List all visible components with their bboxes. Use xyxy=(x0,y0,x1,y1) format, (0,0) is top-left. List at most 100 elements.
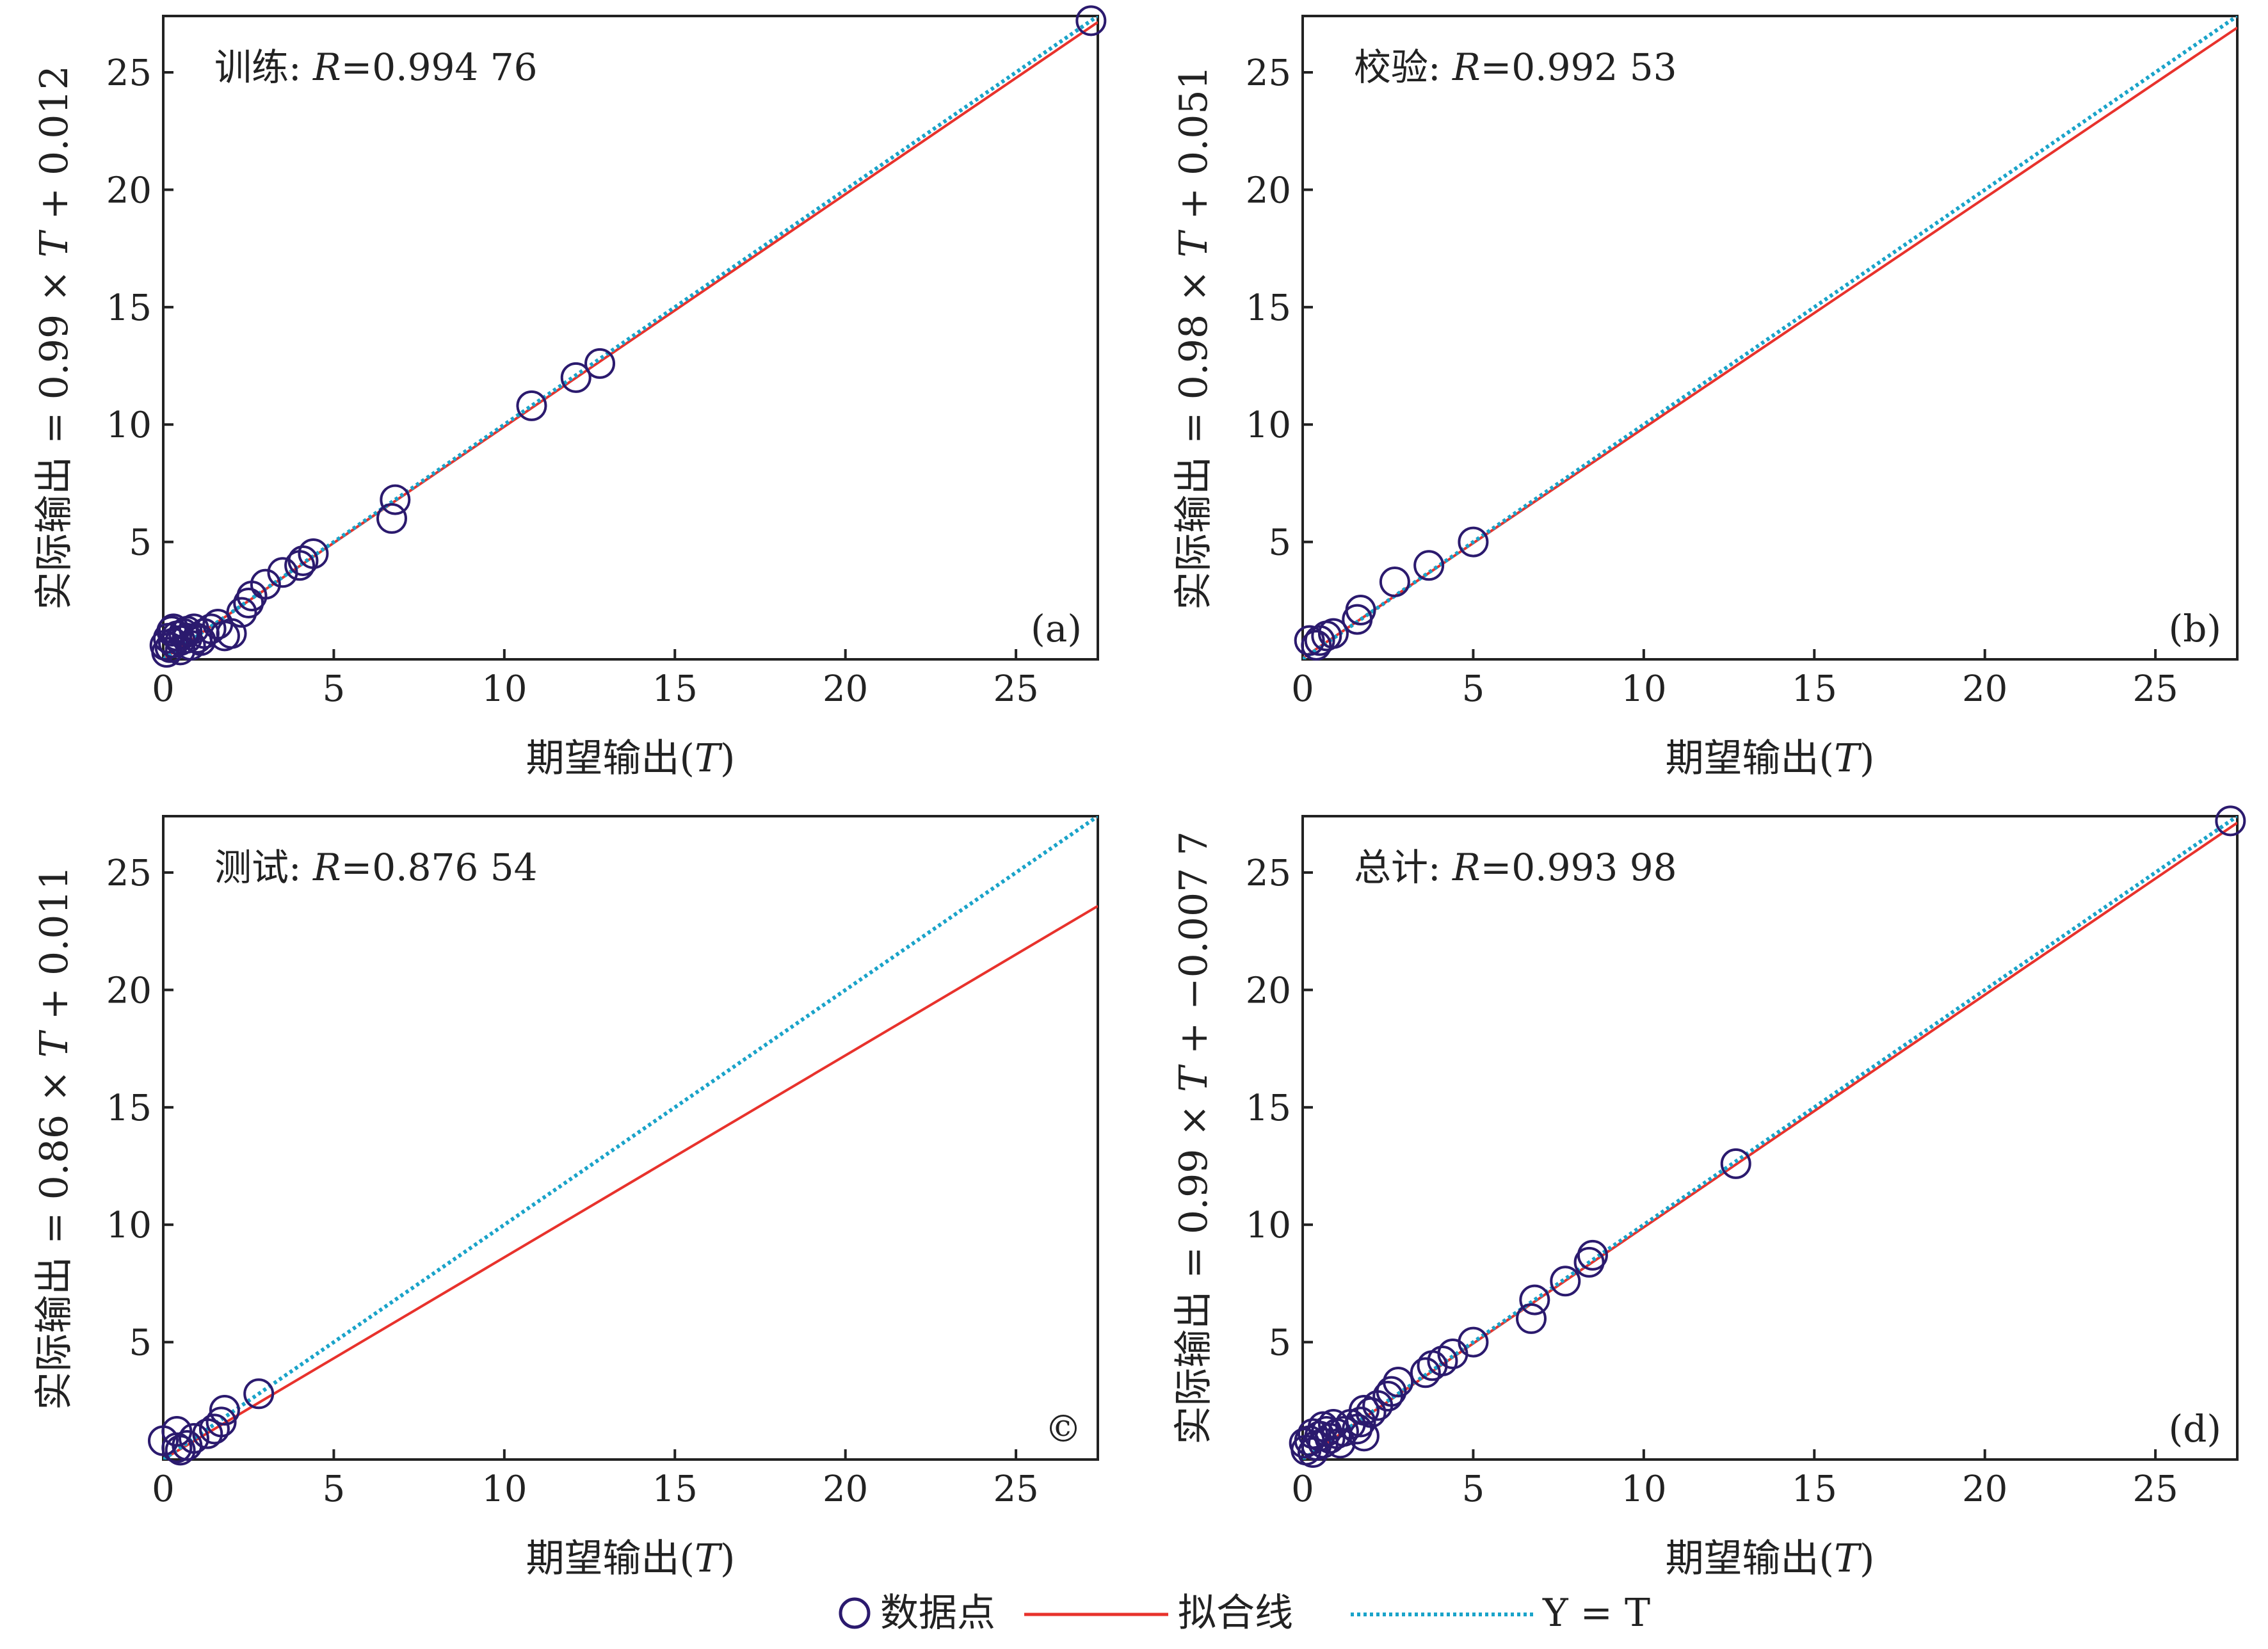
data-point xyxy=(560,362,591,393)
data-point xyxy=(156,615,188,647)
x-tick-label: 25 xyxy=(993,1468,1038,1510)
x-axis-title-part: ) xyxy=(1860,736,1874,781)
x-axis-title-part: 期望输出( xyxy=(1666,1536,1834,1581)
y-axis-title-part: 实际输出 = 0.99 × xyxy=(1171,1092,1216,1444)
y-axis-title-part: 实际输出 = 0.86 × xyxy=(32,1058,77,1410)
x-axis-title-part: ) xyxy=(720,1536,735,1581)
annotation-r-symbol: R xyxy=(1452,45,1481,89)
data-point xyxy=(209,1394,240,1426)
data-point xyxy=(1577,1239,1608,1271)
x-tick-label: 10 xyxy=(481,668,527,710)
panel-tag: (d) xyxy=(2169,1407,2221,1451)
data-point xyxy=(584,348,616,379)
r-annotation: 训练: R=0.994 76 xyxy=(214,45,538,89)
annotation-name: 训练: xyxy=(214,45,313,89)
x-axis-title: 期望输出(T) xyxy=(526,736,736,781)
y-axis-title-part: 实际输出 = 0.99 × xyxy=(32,257,77,609)
data-point xyxy=(157,613,189,645)
x-axis-title-symbol: T xyxy=(1834,736,1862,781)
plot-frame xyxy=(162,15,1099,661)
annotation-name: 测试: xyxy=(214,846,313,889)
data-point xyxy=(1413,550,1445,581)
y-axis-title: 实际输出 = 0.99 × T + −0.007 7 xyxy=(1171,831,1216,1444)
x-tick-label: 20 xyxy=(1962,668,2007,710)
x-tick-label: 20 xyxy=(1962,1468,2007,1510)
y-axis-title-part: + −0.007 7 xyxy=(1171,831,1216,1066)
data-point xyxy=(516,390,547,421)
x-tick-label: 0 xyxy=(1291,1468,1314,1510)
r-annotation: 校验: R=0.992 53 xyxy=(1354,45,1677,89)
y-tick-label: 20 xyxy=(1246,170,1291,211)
y-axis-title-part: + 0.051 xyxy=(1171,65,1216,232)
y-tick-label: 20 xyxy=(106,170,152,211)
data-point xyxy=(1075,5,1107,36)
x-tick-label: 0 xyxy=(152,1468,175,1510)
y-axis-title-symbol: T xyxy=(1171,229,1216,257)
x-tick-label: 15 xyxy=(1792,668,1837,710)
y-tick-label: 10 xyxy=(1246,405,1291,446)
y-axis-title-part: + 0.012 xyxy=(32,65,77,232)
panel-a: 0 5 10 15 20 25 5 10 15 20 25 训练: R=0.994 76 (a) 期望输出… xyxy=(32,5,1107,781)
plot-frame xyxy=(1301,15,2239,661)
annotation-r-value: =0.876 54 xyxy=(341,846,538,889)
x-axis-title-symbol: T xyxy=(695,736,723,781)
data-point xyxy=(1307,1411,1339,1442)
x-tick-label: 25 xyxy=(993,668,1038,710)
annotation-r-symbol: R xyxy=(312,846,341,889)
r-annotation: 总计: R=0.993 98 xyxy=(1354,846,1677,889)
y-tick-label: 5 xyxy=(1268,522,1291,564)
legend-label-points: 数据点 xyxy=(880,1591,995,1636)
data-point xyxy=(1301,629,1332,661)
x-tick-label: 10 xyxy=(1621,668,1666,710)
x-tick-label: 10 xyxy=(481,1468,527,1510)
data-point xyxy=(233,587,264,618)
y-axis-title-symbol: T xyxy=(1171,1064,1216,1092)
r-annotation: 测试: R=0.876 54 xyxy=(214,846,538,889)
panel-b: 0 5 10 15 20 25 5 10 15 20 25 校验: R=0.992 53 (b) 期望输出… xyxy=(1171,15,2239,781)
data-point xyxy=(148,1425,179,1456)
panel-d: 0 5 10 15 20 25 5 10 15 20 25 总计: R=0.993 98 (d) 期望输出… xyxy=(1171,805,2246,1581)
data-point xyxy=(1516,1303,1547,1334)
annotation-r-symbol: R xyxy=(1452,846,1481,889)
x-tick-label: 15 xyxy=(652,1468,698,1510)
y-tick-label: 15 xyxy=(106,1088,152,1129)
x-tick-label: 25 xyxy=(2132,1468,2178,1510)
data-point xyxy=(198,1413,230,1445)
annotation-name: 总计: xyxy=(1354,846,1452,889)
data-point xyxy=(1289,1428,1320,1459)
legend-label-identity: Y = T xyxy=(1542,1591,1650,1636)
y-axis-title-symbol: T xyxy=(32,229,77,257)
y-tick-label: 20 xyxy=(1246,970,1291,1011)
x-axis-title: 期望输出(T) xyxy=(1666,736,1875,781)
annotation-r-value: =0.992 53 xyxy=(1481,45,1677,89)
y-axis-title: 实际输出 = 0.86 × T + 0.011 xyxy=(32,865,77,1410)
y-tick-label: 10 xyxy=(106,405,152,446)
data-point xyxy=(2215,805,2246,837)
data-point xyxy=(1362,1390,1394,1421)
x-tick-label: 5 xyxy=(1462,1468,1485,1510)
x-tick-label: 0 xyxy=(1291,668,1314,710)
y-tick-label: 10 xyxy=(1246,1205,1291,1246)
x-tick-label: 25 xyxy=(2132,668,2178,710)
x-tick-label: 0 xyxy=(152,668,175,710)
data-point xyxy=(1573,1246,1605,1278)
x-tick-label: 20 xyxy=(823,668,868,710)
data-point xyxy=(380,484,411,515)
x-axis-title: 期望输出(T) xyxy=(526,1536,736,1581)
y-axis-title: 实际输出 = 0.98 × T + 0.051 xyxy=(1171,65,1216,610)
y-tick-label: 25 xyxy=(106,52,152,94)
annotation-name: 校验: xyxy=(1354,45,1452,89)
annotation-r-symbol: R xyxy=(312,45,341,89)
fit-line xyxy=(163,905,1098,1460)
y-axis-title-part: + 0.011 xyxy=(32,865,77,1032)
plot-frame xyxy=(1301,815,2239,1461)
data-point xyxy=(1297,1436,1328,1468)
x-axis-title-symbol: T xyxy=(1834,1536,1862,1581)
data-point xyxy=(1342,604,1373,635)
y-tick-label: 20 xyxy=(106,970,152,1011)
y-tick-label: 25 xyxy=(1246,853,1291,894)
data-point xyxy=(185,625,216,656)
y-tick-label: 10 xyxy=(106,1205,152,1246)
y-tick-label: 5 xyxy=(129,522,152,564)
